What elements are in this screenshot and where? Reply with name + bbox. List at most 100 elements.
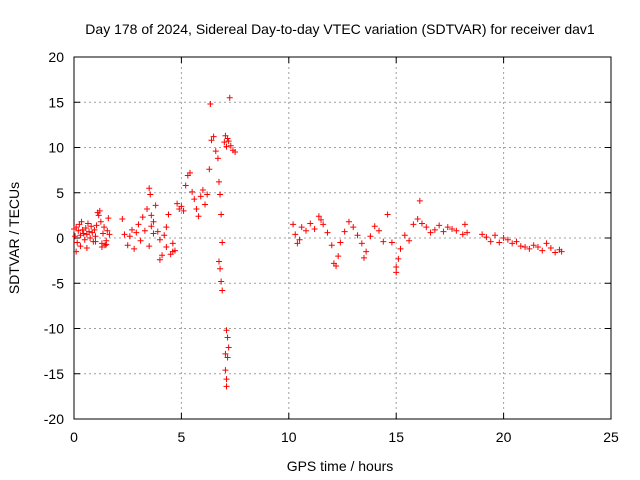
y-tick-label: 20 bbox=[48, 49, 64, 65]
x-tick-label: 25 bbox=[603, 429, 619, 445]
ticks: 0 5 10 15 20 25 -20 -15 -10 -5 0 5 10 15 20 bbox=[44, 49, 619, 445]
data-point bbox=[492, 232, 499, 239]
data-point bbox=[371, 223, 378, 230]
data-point bbox=[307, 220, 314, 227]
y-tick-label: -15 bbox=[44, 366, 64, 382]
data-point bbox=[88, 223, 95, 230]
data-point bbox=[169, 240, 176, 247]
data-point bbox=[558, 248, 565, 255]
data-point bbox=[106, 231, 113, 238]
data-point bbox=[222, 367, 229, 374]
data-point bbox=[552, 249, 559, 256]
data-point bbox=[163, 224, 170, 231]
data-point bbox=[79, 226, 86, 233]
x-tick-label: 5 bbox=[178, 429, 186, 445]
data-point bbox=[105, 215, 112, 222]
data-point bbox=[423, 224, 430, 231]
data-point bbox=[223, 383, 230, 390]
data-point bbox=[148, 223, 155, 230]
data-point bbox=[223, 376, 230, 383]
data-point bbox=[517, 243, 524, 250]
data-point bbox=[224, 354, 231, 361]
y-tick-label: 15 bbox=[48, 94, 64, 110]
data-point bbox=[86, 228, 93, 235]
data-point bbox=[139, 214, 146, 221]
data-point bbox=[150, 218, 157, 225]
data-point bbox=[539, 247, 546, 254]
data-point bbox=[210, 133, 217, 140]
data-point bbox=[337, 239, 344, 246]
data-point bbox=[345, 218, 352, 225]
data-point bbox=[225, 138, 232, 145]
data-point bbox=[543, 240, 550, 247]
data-point bbox=[333, 263, 340, 270]
data-point bbox=[221, 139, 228, 146]
y-tick-label: -5 bbox=[52, 275, 65, 291]
data-point bbox=[97, 218, 104, 225]
data-point bbox=[169, 248, 176, 255]
data-point bbox=[232, 149, 239, 156]
data-point bbox=[414, 215, 421, 222]
data-point bbox=[350, 224, 357, 231]
data-point bbox=[522, 244, 529, 251]
data-point bbox=[547, 244, 554, 251]
data-point bbox=[159, 252, 166, 259]
data-point bbox=[496, 239, 503, 246]
data-point bbox=[84, 220, 91, 227]
data-point bbox=[161, 232, 168, 239]
data-point bbox=[77, 232, 84, 239]
data-point bbox=[380, 238, 387, 245]
data-point bbox=[197, 193, 204, 200]
data-point bbox=[393, 269, 400, 276]
data-point bbox=[182, 182, 189, 189]
data-point bbox=[91, 226, 98, 233]
data-point bbox=[144, 206, 151, 213]
x-tick-label: 0 bbox=[70, 429, 78, 445]
grid bbox=[74, 57, 611, 419]
data-point bbox=[335, 253, 342, 260]
chart-title: Day 178 of 2024, Sidereal Day-to-day VTE… bbox=[85, 21, 595, 37]
data-point bbox=[315, 213, 322, 220]
data-point bbox=[534, 244, 541, 251]
y-tick-label: 0 bbox=[56, 230, 64, 246]
data-point bbox=[78, 218, 85, 225]
data-point bbox=[530, 242, 537, 249]
x-axis-label: GPS time / hours bbox=[287, 458, 394, 474]
data-point bbox=[328, 242, 335, 249]
data-point bbox=[526, 245, 533, 252]
data-point bbox=[290, 221, 297, 228]
data-point bbox=[292, 231, 299, 238]
data-point bbox=[72, 233, 79, 240]
data-point bbox=[195, 213, 202, 220]
data-point bbox=[215, 258, 222, 265]
data-point bbox=[410, 221, 417, 228]
data-point bbox=[401, 232, 408, 239]
data-point bbox=[75, 227, 82, 234]
data-point bbox=[227, 142, 234, 149]
data-point bbox=[99, 230, 106, 237]
y-axis-label: SDTVAR / TECUs bbox=[6, 182, 22, 294]
data-point bbox=[152, 202, 159, 209]
data-point bbox=[95, 212, 102, 219]
data-point bbox=[219, 239, 226, 246]
data-point bbox=[302, 227, 309, 234]
data-point bbox=[73, 248, 80, 255]
data-point bbox=[367, 233, 374, 240]
data-point bbox=[223, 143, 230, 150]
data-point bbox=[217, 265, 224, 272]
data-point bbox=[165, 211, 172, 218]
data-point bbox=[146, 243, 153, 250]
y-tick-label: -20 bbox=[44, 411, 64, 427]
x-tick-label: 15 bbox=[388, 429, 404, 445]
data-point bbox=[178, 203, 185, 210]
data-point bbox=[298, 224, 305, 231]
data-point bbox=[354, 232, 361, 239]
data-point bbox=[104, 227, 111, 234]
data-point bbox=[436, 222, 443, 229]
y-tick-label: 5 bbox=[56, 185, 64, 201]
data-point bbox=[154, 228, 161, 235]
y-tick-label: -10 bbox=[44, 321, 64, 337]
data-point bbox=[320, 221, 327, 228]
data-point bbox=[148, 212, 155, 219]
